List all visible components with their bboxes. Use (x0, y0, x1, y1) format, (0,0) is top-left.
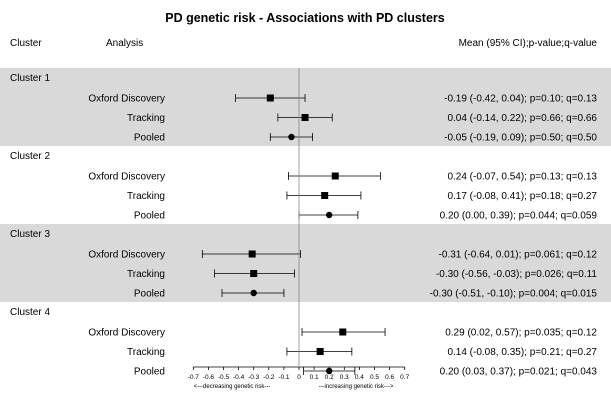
estimate-label: -0.30 (-0.56, -0.03); p=0.026; q=0.11 (436, 269, 597, 280)
column-header-cluster: Cluster (10, 38, 42, 49)
analysis-label: Oxford Discovery (88, 328, 165, 339)
tick-label: -0.6 (203, 374, 215, 381)
chart-title: PD genetic risk - Associations with PD c… (165, 11, 445, 25)
tick-label: 0 (297, 374, 301, 381)
estimate-label: 0.20 (0.00, 0.39); p=0.044; q=0.059 (440, 211, 598, 222)
cluster-label: Cluster 2 (10, 151, 50, 162)
cluster-bands (0, 68, 611, 302)
study-point (321, 192, 329, 199)
tick-label: 0.1 (310, 374, 319, 381)
row-labels: Cluster 1 Oxford Discovery -0.19 (-0.42, 0… (10, 73, 597, 378)
tick-label: -0.1 (278, 374, 290, 381)
analysis-label: Pooled (134, 367, 165, 378)
analysis-label: Tracking (127, 113, 165, 124)
estimate-label: -0.31 (-0.64, 0.01); p=0.061; q=0.12 (439, 250, 598, 261)
column-header-analysis: Analysis (106, 38, 143, 49)
estimate-label: 0.17 (-0.08, 0.41); p=0.18; q=0.27 (447, 191, 597, 202)
pooled-point (326, 367, 333, 375)
estimate-label: 0.14 (-0.08, 0.35); p=0.21; q=0.27 (447, 347, 597, 358)
analysis-label: Tracking (127, 269, 165, 280)
analysis-label: Tracking (127, 191, 165, 202)
cluster-band (0, 224, 611, 302)
estimate-label: 0.04 (-0.14, 0.22); p=0.66; q=0.66 (447, 113, 597, 124)
tick-label: -0.3 (248, 374, 260, 381)
tick-label: 0.5 (370, 374, 379, 381)
tick-label: 0.6 (385, 374, 394, 381)
analysis-label: Oxford Discovery (88, 250, 165, 261)
study-point (266, 94, 274, 102)
cluster-label: Cluster 1 (10, 73, 50, 84)
study-point (339, 328, 347, 336)
x-axis-label-right: ---increasing genetic risk---> (319, 384, 394, 390)
estimate-label: -0.05 (-0.19, 0.09); p=0.50; q=0.50 (444, 133, 597, 144)
estimate-label: 0.29 (0.02, 0.57); p=0.035; q=0.12 (445, 328, 597, 339)
cluster-label: Cluster 3 (10, 229, 50, 240)
tick-label: 0.3 (340, 374, 349, 381)
analysis-label: Pooled (134, 211, 165, 222)
x-axis: -0.7 -0.6 -0.5 -0.4 -0.3 -0.2 -0.1 0 0.1 0.2 0.3 0.… (188, 68, 410, 381)
tick-label: 0.2 (325, 374, 334, 381)
study-point (331, 172, 339, 180)
analysis-label: Pooled (134, 289, 165, 300)
estimate-label: -0.30 (-0.51, -0.10); p=0.004; q=0.015 (430, 289, 598, 300)
tick-label: -0.4 (233, 374, 245, 381)
pooled-point (326, 211, 333, 219)
estimate-label: 0.20 (0.03, 0.37); p=0.021; q=0.043 (440, 367, 598, 378)
pooled-point (288, 133, 295, 141)
analysis-label: Pooled (134, 133, 165, 144)
tick-label: 0.4 (355, 374, 364, 381)
estimate-label: -0.19 (-0.42, 0.04); p=0.10; q=0.13 (444, 94, 597, 105)
x-axis-label-left: <---decreasing genetic risk--- (194, 384, 271, 390)
column-header-estimate: Mean (95% CI);p-value;q-value (459, 38, 598, 49)
analysis-label: Oxford Discovery (88, 172, 165, 183)
study-point (316, 348, 324, 355)
study-point (301, 114, 309, 121)
tick-label: -0.2 (263, 374, 275, 381)
pooled-point (250, 289, 257, 297)
cluster-band (0, 68, 611, 146)
tick-label: 0.7 (400, 374, 409, 381)
study-point (250, 270, 258, 277)
cluster-label: Cluster 4 (10, 307, 50, 318)
tick-label: -0.5 (218, 374, 230, 381)
analysis-label: Tracking (127, 347, 165, 358)
study-point (248, 250, 256, 258)
tick-label: -0.7 (188, 374, 200, 381)
estimate-label: 0.24 (-0.07, 0.54); p=0.13; q=0.13 (447, 172, 597, 183)
analysis-label: Oxford Discovery (88, 94, 165, 105)
